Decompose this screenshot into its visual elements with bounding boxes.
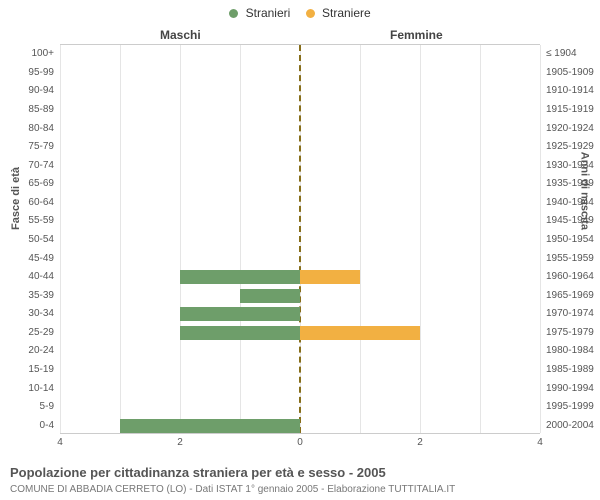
ytick-age: 100+: [31, 48, 54, 59]
ytick-age: 0-4: [40, 420, 54, 431]
ytick-birth: 1915-1919: [546, 104, 594, 115]
xtick: 4: [57, 437, 63, 448]
column-title-male: Maschi: [160, 28, 201, 42]
ytick-age: 45-49: [28, 253, 54, 264]
ytick-birth: 1910-1914: [546, 85, 594, 96]
ytick-age: 40-44: [28, 271, 54, 282]
chart-subtitle: COMUNE DI ABBADIA CERRETO (LO) - Dati IS…: [10, 484, 455, 495]
ytick-birth: 1995-1999: [546, 401, 594, 412]
ytick-age: 50-54: [28, 234, 54, 245]
legend-label-male: Stranieri: [246, 6, 291, 20]
age-row: 45-491955-1959: [60, 249, 540, 268]
age-row: 100+≤ 1904: [60, 45, 540, 64]
legend-item-female: Straniere: [306, 6, 371, 20]
xtick: 4: [537, 437, 543, 448]
bar-rows: 100+≤ 190495-991905-190990-941910-191485…: [60, 45, 540, 433]
ytick-birth: 1970-1974: [546, 308, 594, 319]
ytick-birth: 1960-1964: [546, 271, 594, 282]
bar-male: [180, 326, 300, 340]
ytick-age: 60-64: [28, 197, 54, 208]
bar-male: [120, 419, 300, 433]
chart-title: Popolazione per cittadinanza straniera p…: [10, 465, 386, 480]
ytick-age: 55-59: [28, 215, 54, 226]
ytick-age: 30-34: [28, 308, 54, 319]
age-row: 70-741930-1934: [60, 156, 540, 175]
ytick-birth: 1940-1944: [546, 197, 594, 208]
age-row: 25-291975-1979: [60, 324, 540, 343]
ytick-birth: 2000-2004: [546, 420, 594, 431]
ytick-age: 25-29: [28, 327, 54, 338]
bar-male: [180, 307, 300, 321]
legend: Stranieri Straniere: [0, 6, 600, 20]
ytick-age: 35-39: [28, 290, 54, 301]
age-row: 5-91995-1999: [60, 398, 540, 417]
ytick-age: 65-69: [28, 178, 54, 189]
ytick-age: 5-9: [40, 401, 54, 412]
ytick-age: 85-89: [28, 104, 54, 115]
gridline: [540, 45, 541, 433]
ytick-age: 95-99: [28, 67, 54, 78]
ytick-age: 75-79: [28, 141, 54, 152]
ytick-birth: 1920-1924: [546, 123, 594, 134]
legend-swatch-female: [306, 9, 315, 18]
legend-swatch-male: [229, 9, 238, 18]
ytick-birth: 1930-1934: [546, 160, 594, 171]
age-row: 15-191985-1989: [60, 361, 540, 380]
ytick-birth: 1950-1954: [546, 234, 594, 245]
ytick-birth: 1925-1929: [546, 141, 594, 152]
ytick-age: 10-14: [28, 383, 54, 394]
bar-male: [240, 289, 300, 303]
xtick: 0: [297, 437, 303, 448]
ytick-birth: 1945-1949: [546, 215, 594, 226]
age-row: 20-241980-1984: [60, 342, 540, 361]
ytick-birth: 1985-1989: [546, 364, 594, 375]
age-row: 80-841920-1924: [60, 119, 540, 138]
bar-female: [300, 270, 360, 284]
plot-area: 100+≤ 190495-991905-190990-941910-191485…: [60, 44, 540, 434]
age-row: 50-541950-1954: [60, 231, 540, 250]
age-row: 85-891915-1919: [60, 101, 540, 120]
bar-male: [180, 270, 300, 284]
ytick-age: 70-74: [28, 160, 54, 171]
ytick-age: 15-19: [28, 364, 54, 375]
ytick-birth: 1905-1909: [546, 67, 594, 78]
ytick-birth: ≤ 1904: [546, 48, 577, 59]
age-row: 10-141990-1994: [60, 379, 540, 398]
age-row: 30-341970-1974: [60, 305, 540, 324]
bar-female: [300, 326, 420, 340]
column-title-female: Femmine: [390, 28, 443, 42]
ytick-birth: 1935-1939: [546, 178, 594, 189]
age-row: 40-441960-1964: [60, 268, 540, 287]
age-row: 75-791925-1929: [60, 138, 540, 157]
ytick-birth: 1965-1969: [546, 290, 594, 301]
age-row: 95-991905-1909: [60, 64, 540, 83]
age-row: 35-391965-1969: [60, 286, 540, 305]
ytick-age: 90-94: [28, 85, 54, 96]
ytick-birth: 1980-1984: [546, 345, 594, 356]
xtick: 2: [417, 437, 423, 448]
age-row: 90-941910-1914: [60, 82, 540, 101]
ytick-birth: 1955-1959: [546, 253, 594, 264]
xtick: 2: [177, 437, 183, 448]
legend-item-male: Stranieri: [229, 6, 290, 20]
y-axis-label-left: Fasce di età: [10, 167, 22, 230]
age-row: 55-591945-1949: [60, 212, 540, 231]
ytick-birth: 1990-1994: [546, 383, 594, 394]
age-row: 0-42000-2004: [60, 416, 540, 435]
age-row: 65-691935-1939: [60, 175, 540, 194]
age-row: 60-641940-1944: [60, 194, 540, 213]
ytick-age: 80-84: [28, 123, 54, 134]
ytick-age: 20-24: [28, 345, 54, 356]
legend-label-female: Straniere: [322, 6, 371, 20]
ytick-birth: 1975-1979: [546, 327, 594, 338]
